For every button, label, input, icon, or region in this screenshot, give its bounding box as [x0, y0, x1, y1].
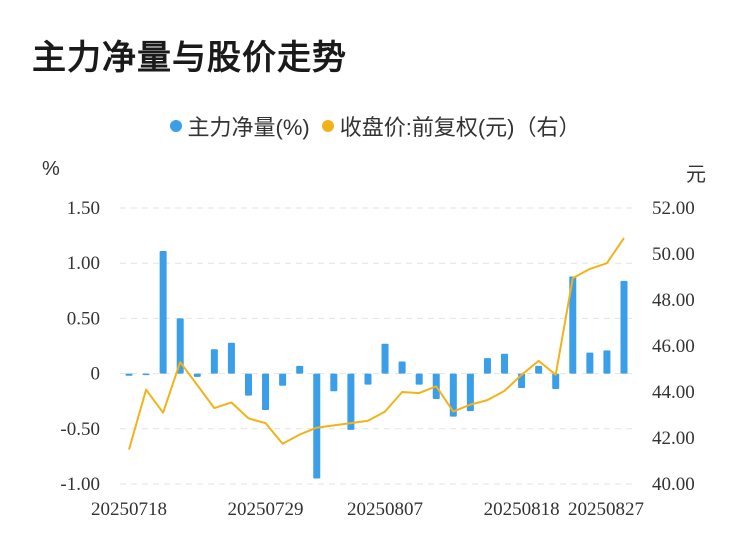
bar — [330, 373, 338, 392]
bar — [296, 365, 304, 374]
bar — [279, 373, 287, 386]
bar — [620, 280, 628, 374]
y-right-tick-label: 52.00 — [652, 198, 695, 219]
bar — [176, 318, 184, 374]
bar — [244, 373, 252, 396]
price-line — [128, 237, 625, 450]
bar — [347, 373, 355, 430]
x-tick-label: 20250718 — [91, 499, 167, 520]
y-right-tick-label: 48.00 — [652, 290, 695, 311]
y-right-tick-label: 46.00 — [652, 336, 695, 357]
x-tick-label: 20250827 — [568, 499, 644, 520]
y-left-tick-label: 1.00 — [67, 253, 100, 274]
bar — [552, 373, 560, 390]
y-right-tick-label: 42.00 — [652, 428, 695, 449]
legend-label-close-price: 收盘价:前复权(元)（右） — [339, 115, 581, 140]
bar — [364, 373, 372, 385]
x-tick-label: 20250807 — [347, 499, 423, 520]
bar — [398, 361, 406, 374]
bar — [210, 349, 218, 374]
legend-dot-blue-icon — [169, 120, 182, 132]
chart-title: 主力净量与股价走势 — [32, 38, 347, 78]
x-tick-label: 20250818 — [484, 499, 560, 520]
y-right-tick-label: 50.00 — [652, 244, 695, 265]
y-left-tick-label: -0.50 — [60, 419, 100, 440]
bar — [415, 373, 423, 385]
bar — [262, 373, 270, 411]
left-axis-unit: % — [42, 158, 60, 180]
bar — [142, 373, 150, 376]
legend-item-close-price[interactable]: 收盘价:前复权(元)（右） — [321, 110, 581, 142]
y-right-tick-label: 40.00 — [652, 474, 695, 495]
bar — [449, 373, 457, 417]
bar — [603, 350, 611, 374]
y-left-tick-label: -1.00 — [60, 474, 100, 495]
legend-item-net-volume[interactable]: 主力净量(%) — [169, 110, 310, 142]
bar — [535, 365, 543, 374]
bar — [313, 373, 321, 479]
y-left-tick-label: 0.50 — [67, 308, 100, 329]
bar — [501, 353, 509, 374]
bar — [125, 373, 133, 376]
y-right-tick-label: 44.00 — [652, 382, 695, 403]
legend: 主力净量(%) 收盘价:前复权(元)（右） — [0, 110, 750, 142]
legend-dot-orange-icon — [321, 120, 334, 132]
bar — [483, 358, 491, 374]
bar — [586, 352, 594, 374]
y-left-tick-label: 1.50 — [67, 198, 100, 219]
y-left-tick-label: 0 — [91, 364, 101, 385]
legend-label-net-volume: 主力净量(%) — [187, 115, 310, 140]
bar — [466, 373, 474, 412]
bar — [193, 373, 201, 377]
right-axis-unit: 元 — [686, 164, 706, 186]
bar — [569, 276, 577, 374]
x-tick-label: 20250729 — [228, 499, 304, 520]
bar — [227, 342, 235, 374]
bar — [159, 251, 167, 374]
bar — [381, 343, 389, 374]
